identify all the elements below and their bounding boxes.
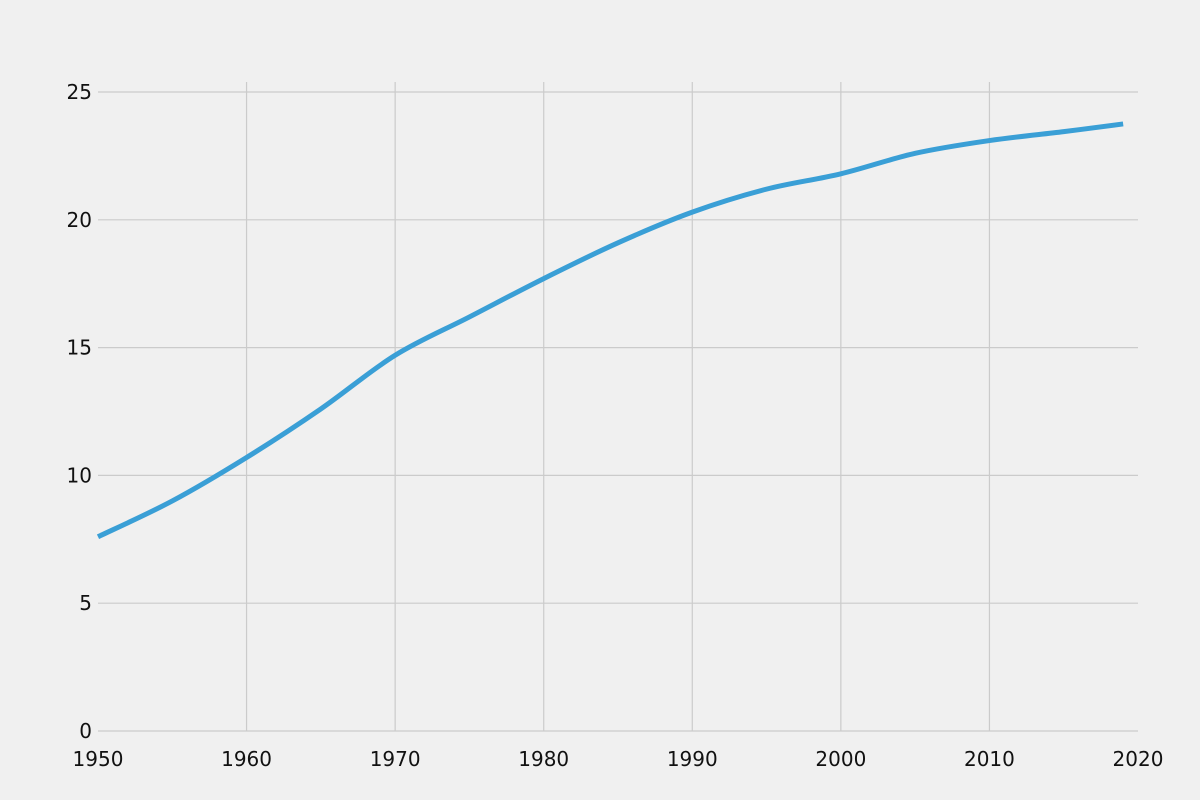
x-tick-label-1990: 1990: [667, 747, 718, 771]
x-tick-label-1970: 1970: [370, 747, 421, 771]
series-layer: [96, 121, 1124, 539]
x-tick-label-1960: 1960: [221, 747, 272, 771]
y-tick-label-10: 10: [67, 463, 92, 487]
x-tick-label-2010: 2010: [964, 747, 1015, 771]
grid: [98, 82, 1138, 732]
y-tick-label-25: 25: [67, 80, 92, 104]
x-tick-label-2020: 2020: [1113, 747, 1164, 771]
y-tick-label-15: 15: [67, 336, 92, 360]
tick-labels: 0 5 10 15 20 25 1950 1960 1970 1980 1990 2000 2010 20…: [67, 80, 1164, 771]
y-tick-label-5: 5: [79, 591, 92, 615]
series-line-0: [96, 121, 1124, 539]
x-tick-label-2000: 2000: [815, 747, 866, 771]
x-tick-label-1950: 1950: [73, 747, 124, 771]
y-tick-label-0: 0: [79, 719, 92, 743]
y-tick-label-20: 20: [67, 208, 92, 232]
x-tick-label-1980: 1980: [518, 747, 569, 771]
